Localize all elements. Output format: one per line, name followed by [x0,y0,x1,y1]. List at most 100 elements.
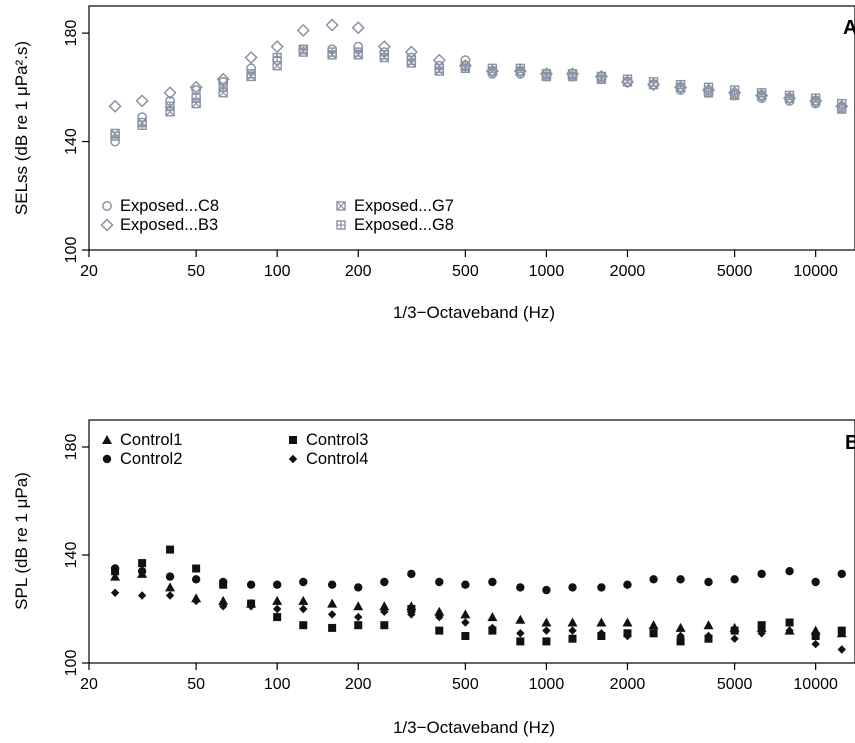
panel-a-x-tick-label: 5000 [717,263,753,280]
panel-a-series-4-point-cross [219,83,228,92]
panel-b-series-1-point [298,595,309,605]
panel-b-series-2-point [568,583,577,592]
panel-a-series-4-point [137,120,147,130]
panel-b-series-2-point [730,575,739,584]
panel-b-series-2-point [165,572,175,581]
panel-a-series-4-point-cross [568,69,577,78]
panel-b-series-3-point [166,545,175,554]
panel-b-series-4-point [218,602,228,611]
panel-b-series-4-point [649,629,658,638]
panel-b-series-3-point [192,564,201,573]
panel-a-x-tick-label: 50 [187,263,205,280]
panel-a-series-4-point [218,82,228,93]
panel-b-series-2-point [757,569,766,579]
panel-b-y-tick-label: 180 [63,434,80,461]
panel-b-series-1-point [567,617,578,627]
panel-b-series-4-point [704,631,713,641]
panel-b-series-1-point [327,598,338,608]
panel-a-series-4-point [379,50,390,60]
panel-a-series-4-point [541,69,552,79]
panel-a-series-4-point-cross [328,48,337,57]
panel-b-series-1-point [460,609,471,619]
panel-b-series-1-point [218,595,229,605]
panel-b-series-2-point [435,577,444,587]
panel-b-series-2-point [299,577,308,587]
panel-a-series-4-point [246,69,256,79]
panel-a-series-4-point [756,88,767,98]
panel-a-series-4-point-cross [354,48,363,57]
panel-b-series-2-point [837,569,846,579]
panel-a-legend-label: Exposed...B3 [120,216,218,234]
panel-a-series-4-point [487,63,498,74]
panel-a-series-4-point-cross [785,91,794,100]
panel-a-series-4-point-cross [380,50,389,59]
panel-b-series-4-point [623,631,632,641]
panel-a-series-2-point [189,80,203,94]
panel-b-series-4-point [785,626,794,635]
panel-b-series-1-point [165,582,176,592]
panel-a-x-tick-label: 10000 [793,263,838,280]
panel-a-series-4-point [784,90,795,101]
panel-b-series-4-point [757,629,766,638]
panel-a-series-4-point [596,71,607,82]
panel-b-series-3-point [676,637,685,646]
panel-a-y-tick-label: 100 [63,237,80,264]
panel-b-series-2-point [785,567,794,576]
panel-b-series-1-point [675,622,686,632]
panel-a-series-4-point [460,60,471,71]
panel-b-series-3-point [273,613,282,622]
panel-b-series-4-point [165,591,175,600]
panel-a-series-4-point-cross [488,64,497,73]
panel-b-series-4-point [299,604,308,614]
panel-a-y-tick-label: 140 [63,128,80,155]
panel-a-series-3-point-cross [218,88,228,98]
panel-a-series-2-point [296,23,310,37]
panel-a-x-tick-label: 2000 [610,263,646,280]
panel-a-series-4-point-cross [273,53,282,62]
panel-b-y-tick-label: 140 [63,542,80,569]
panel-b-series-4-point [246,602,256,611]
panel-a-series-4-point-cross [247,69,256,78]
panel-b-series-2-point [623,580,632,589]
panel-b-series-3-point [219,580,228,589]
panel-b-legend-label: Control4 [306,450,368,468]
panel-a-series-2-point [163,86,177,100]
panel-b-series-3-point [138,559,147,568]
panel-b-series-4-point [516,629,525,638]
panel-a-series-4-point [165,101,175,112]
panel-a-series-3-point-cross [730,91,740,100]
panel-a-series-4-point-cross [623,75,632,84]
panel-a-series-4 [110,44,847,141]
panel-a-series-4-point [298,44,308,55]
panel-b-x-tick-label: 200 [345,676,372,693]
panel-b-series-4-point [354,612,363,622]
panel-a-x-axis-title: 1/3−Octaveband (Hz) [393,303,555,322]
panel-a-series-4-point-cross [516,64,525,73]
panel-a-series-4-point-cross [111,132,120,141]
panel-b-plot-frame [88,419,855,664]
panel-b-series-2-point [488,577,497,587]
panel-b-series-2-point [246,580,256,589]
panel-b-series-1-point [648,620,659,630]
panel-b-x-tick-label: 10000 [793,676,838,693]
panel-b-series-4-point [435,612,444,622]
panel-b-series-2-point [597,583,606,592]
panel-b-series-2-point [354,583,363,592]
panel-b-legend-marker [102,454,112,464]
panel-a-series-4-point [703,82,714,93]
panel-b: B 1/3−Octaveband (Hz) SPL (dB re 1 μPa) [12,432,855,737]
panel-a-series-3-point-cross [704,88,713,98]
panel-b-series-4-point [272,604,282,614]
panel-a-series-3-point-cross [165,107,175,117]
panel-a-series-2-point [325,18,339,32]
panel-b-series-2-point [649,575,658,584]
panel-b-series-3-point [785,618,794,627]
panel-b-series-3-point [542,637,551,646]
panel-a-series-2-point [270,40,284,54]
panel-b-series-3-point [730,626,739,635]
panel-a-legend-marker [336,201,346,211]
panel-a-series-4-point [110,131,120,141]
